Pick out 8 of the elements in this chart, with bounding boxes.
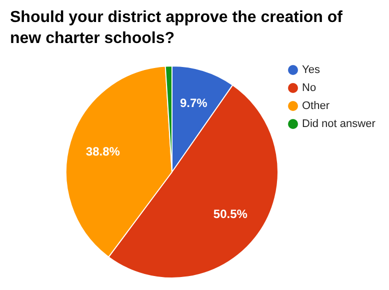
data-label: 9.7% xyxy=(180,96,208,110)
chart-title: Should your district approve the creation of new charter schools? xyxy=(10,9,344,47)
legend-label: No xyxy=(302,82,316,94)
legend-label: Did not answer xyxy=(302,118,376,130)
data-label: 38.8% xyxy=(86,144,120,158)
data-label: 50.5% xyxy=(213,207,248,222)
legend-label: Other xyxy=(302,100,330,112)
legend-label: Yes xyxy=(302,64,320,76)
